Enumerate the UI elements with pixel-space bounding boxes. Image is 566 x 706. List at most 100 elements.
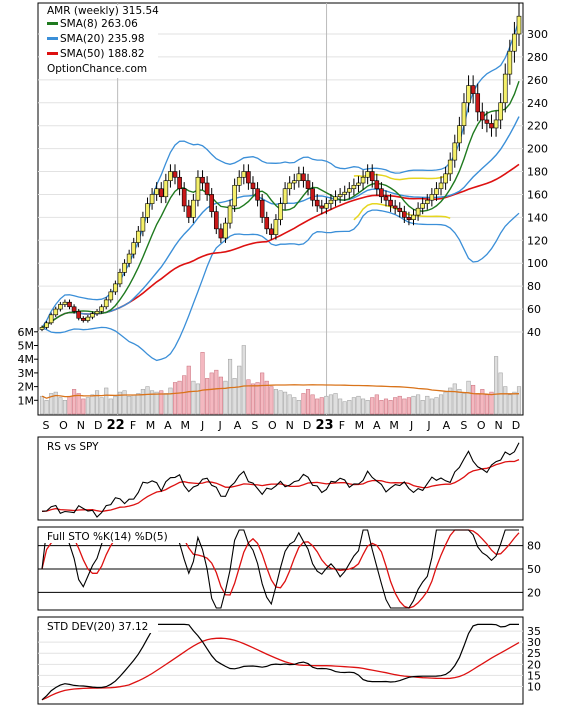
std-average-line bbox=[41, 637, 520, 701]
volume-bar bbox=[58, 397, 63, 415]
volume-y-tick: 5M bbox=[18, 340, 35, 353]
volume-bar bbox=[186, 365, 191, 415]
volume-bar bbox=[62, 400, 67, 415]
volume-bar bbox=[342, 401, 347, 415]
candle-body bbox=[502, 73, 508, 104]
x-tick: N bbox=[286, 419, 294, 432]
candle-body bbox=[512, 33, 517, 52]
volume-bar bbox=[351, 397, 356, 415]
std-line bbox=[41, 623, 519, 701]
volume-bar bbox=[466, 380, 471, 415]
volume-bar bbox=[402, 398, 407, 415]
volume-bar bbox=[136, 393, 141, 415]
candle-body bbox=[44, 322, 49, 328]
x-tick: A bbox=[443, 419, 451, 432]
volume-bar bbox=[388, 400, 393, 415]
volume-bar bbox=[237, 365, 242, 415]
price-candles bbox=[39, 3, 522, 332]
candle-body bbox=[67, 301, 72, 308]
x-tick: A bbox=[373, 419, 381, 432]
candle-body bbox=[466, 85, 471, 104]
x-tick: A bbox=[164, 419, 172, 432]
candle-body bbox=[383, 196, 389, 201]
volume-bar bbox=[438, 394, 444, 415]
lower-band-line bbox=[41, 209, 520, 362]
volume-bar bbox=[301, 393, 306, 415]
volume-bar bbox=[333, 393, 338, 415]
volume-bar bbox=[503, 386, 508, 415]
candle-body bbox=[461, 102, 467, 126]
candle-body bbox=[99, 306, 104, 312]
candle-body bbox=[181, 188, 187, 207]
price-y-tick: 80 bbox=[527, 280, 541, 293]
candle-body bbox=[424, 199, 430, 204]
rs-line bbox=[41, 442, 520, 518]
volume-bar bbox=[461, 393, 467, 415]
candle-body bbox=[71, 306, 77, 312]
candle-body bbox=[113, 283, 118, 293]
x-tick: A bbox=[234, 419, 242, 432]
std-y-tick: 25 bbox=[527, 647, 541, 660]
x-tick: D bbox=[94, 419, 102, 432]
candle-body bbox=[131, 242, 137, 255]
candle-body bbox=[145, 203, 150, 218]
volume-bar bbox=[39, 395, 45, 415]
volume-bar bbox=[296, 400, 301, 415]
volume-bar bbox=[397, 395, 402, 415]
candle-body bbox=[223, 222, 228, 239]
candle-body bbox=[452, 142, 458, 161]
volume-bar bbox=[72, 389, 77, 415]
candle-body bbox=[218, 228, 224, 239]
candle-body bbox=[136, 230, 141, 243]
volume-bar bbox=[305, 389, 311, 415]
volume-bar bbox=[104, 387, 109, 415]
candle-body bbox=[213, 211, 219, 230]
price-y-ticks: 40 60 80 100 120 140 160 180 200 220 240 260 280 300 bbox=[527, 28, 548, 339]
candle-body bbox=[516, 15, 522, 35]
volume-bar bbox=[131, 394, 136, 415]
candle-body bbox=[255, 188, 260, 201]
candle-body bbox=[493, 119, 499, 129]
candle-body bbox=[438, 182, 444, 190]
candle-body bbox=[457, 125, 462, 144]
candle-body bbox=[337, 194, 343, 198]
volume-bar bbox=[429, 398, 434, 415]
candle-body bbox=[489, 123, 494, 129]
volume-bar bbox=[416, 394, 421, 415]
sto-title: Full STO %K(14) %D(5) bbox=[47, 531, 168, 543]
volume-bar bbox=[361, 398, 366, 415]
x-tick: M bbox=[181, 419, 191, 432]
volume-bar bbox=[283, 391, 288, 415]
volume-bar bbox=[393, 397, 398, 415]
volume-bar bbox=[448, 387, 453, 415]
candle-body bbox=[39, 327, 45, 330]
volume-bar bbox=[172, 382, 178, 415]
volume-y-tick: 3M bbox=[18, 367, 35, 380]
x-tick: D bbox=[303, 419, 311, 432]
candle-body bbox=[278, 203, 283, 220]
candle-body bbox=[191, 199, 196, 218]
volume-average-line bbox=[41, 384, 520, 399]
volume-bar bbox=[269, 386, 274, 415]
x-tick: M bbox=[389, 419, 399, 432]
volume-bar bbox=[122, 390, 127, 415]
volume-y-tick: 4M bbox=[18, 353, 35, 366]
price-y-tick: 200 bbox=[527, 143, 548, 156]
candle-body bbox=[434, 188, 439, 195]
volume-bar bbox=[507, 394, 512, 415]
volume-bar bbox=[94, 390, 100, 415]
volume-bar bbox=[338, 398, 343, 415]
candle-body bbox=[346, 188, 352, 193]
volume-bar bbox=[379, 400, 384, 415]
price-y-tick: 220 bbox=[527, 120, 548, 133]
x-tick: D bbox=[512, 419, 520, 432]
candle-body bbox=[328, 199, 334, 204]
candle-body bbox=[388, 199, 393, 207]
volume-bar bbox=[484, 394, 489, 415]
candle-body bbox=[177, 176, 182, 190]
volume-bar bbox=[374, 394, 379, 415]
candle-body bbox=[117, 272, 123, 285]
candle-body bbox=[333, 196, 338, 201]
